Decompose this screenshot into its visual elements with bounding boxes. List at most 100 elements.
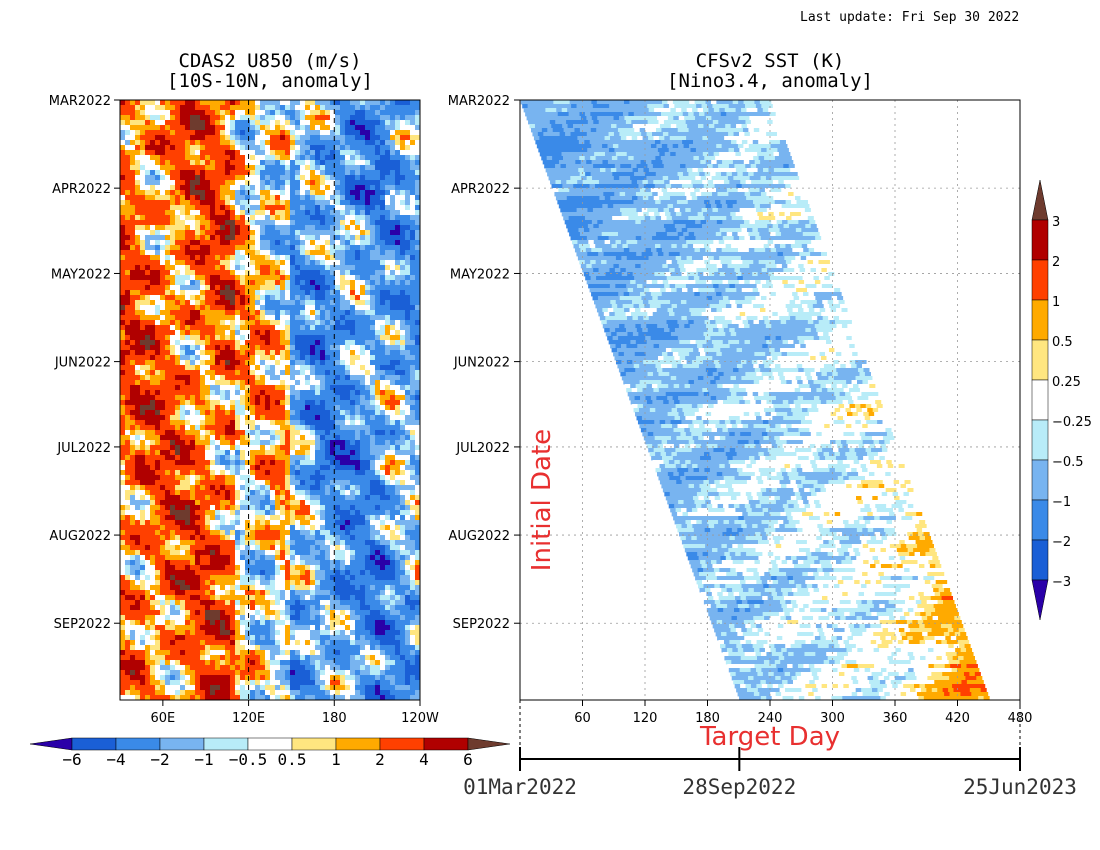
u850-cell (260, 175, 266, 181)
u850-cell (160, 515, 166, 521)
u850-cell (225, 505, 231, 511)
u850-cell (175, 485, 181, 491)
u850-cell (410, 405, 416, 411)
u850-cell (210, 275, 216, 281)
u850-cell (205, 285, 211, 291)
u850-cell (260, 500, 266, 506)
u850-cell (120, 200, 126, 206)
u850-cell (320, 355, 326, 361)
u850-cell (295, 270, 301, 276)
u850-cell (390, 455, 396, 461)
u850-cell (305, 260, 311, 266)
u850-cell (360, 505, 366, 511)
u850-cell (370, 435, 376, 441)
u850-cell (380, 130, 386, 136)
u850-cell (395, 505, 401, 511)
u850-cell (120, 160, 126, 166)
u850-cell (315, 100, 321, 106)
u850-cell (130, 445, 136, 451)
u850-cell (335, 200, 341, 206)
u850-cell (340, 430, 346, 436)
u850-cell (395, 200, 401, 206)
u850-cell (380, 290, 386, 296)
u850-cell (405, 345, 411, 351)
u850-cell (375, 305, 381, 311)
u850-cell (415, 460, 421, 466)
u850-cell (330, 365, 336, 371)
u850-cell (160, 475, 166, 481)
u850-cell (380, 490, 386, 496)
u850-cell (120, 140, 126, 146)
u850-cell (255, 375, 261, 381)
u850-cell (160, 140, 166, 146)
u850-cell (185, 500, 191, 506)
u850-cell (290, 510, 296, 516)
u850-cell (150, 470, 156, 476)
u850-cell (270, 105, 276, 111)
u850-cell (275, 245, 281, 251)
u850-cell (170, 110, 176, 116)
u850-cell (175, 180, 181, 186)
u850-cell (380, 465, 386, 471)
u850-cell (260, 210, 266, 216)
u850-cell (415, 200, 421, 206)
u850-cell (335, 370, 341, 376)
u850-cell (235, 355, 241, 361)
u850-cell (285, 150, 291, 156)
u850-cell (325, 450, 331, 456)
u850-cell (265, 130, 271, 136)
u850-cell (335, 230, 341, 236)
u850-cell (180, 505, 186, 511)
u850-cell (285, 275, 291, 281)
u850-cell (375, 405, 381, 411)
u850-cell (150, 205, 156, 211)
u850-cell (275, 290, 281, 296)
u850-cell (275, 495, 281, 501)
u850-cell (145, 390, 151, 396)
u850-cell (350, 480, 356, 486)
u850-cell (405, 500, 411, 506)
u850-cell (335, 345, 341, 351)
u850-cell (145, 180, 151, 186)
u850-cell (130, 275, 136, 281)
u850-cell (295, 325, 301, 331)
u850-cell (215, 145, 221, 151)
u850-cell (145, 290, 151, 296)
u850-cell (280, 505, 286, 511)
u850-cell (250, 435, 256, 441)
u850-cell (165, 135, 171, 141)
u850-cell (350, 425, 356, 431)
u850-cell (160, 180, 166, 186)
u850-cell (290, 195, 296, 201)
u850-cell (385, 330, 391, 336)
u850-cell (300, 440, 306, 446)
u850-cell (350, 125, 356, 131)
u850-cell (405, 365, 411, 371)
u850-cell (145, 245, 151, 251)
u850-cell (310, 285, 316, 291)
u850-cell (150, 330, 156, 336)
u850-cell (175, 330, 181, 336)
u850-cell (255, 225, 261, 231)
u850-cell (390, 215, 396, 221)
u850-cell (405, 450, 411, 456)
u850-cell (340, 130, 346, 136)
u850-cell (185, 265, 191, 271)
u850-cell (410, 210, 416, 216)
u850-cell (365, 510, 371, 516)
u850-cell (235, 470, 241, 476)
u850-cell (340, 440, 346, 446)
u850-cell (265, 210, 271, 216)
u850-cell (370, 140, 376, 146)
u850-cell (255, 265, 261, 271)
u850-cell (210, 305, 216, 311)
u850-cell (290, 305, 296, 311)
u850-cell (135, 500, 141, 506)
u850-cell (235, 220, 241, 226)
u850-cell (260, 185, 266, 191)
u850-cell (380, 320, 386, 326)
u850-cell (330, 145, 336, 151)
u850-cell (345, 450, 351, 456)
u850-cell (360, 270, 366, 276)
u850-cell (305, 115, 311, 121)
